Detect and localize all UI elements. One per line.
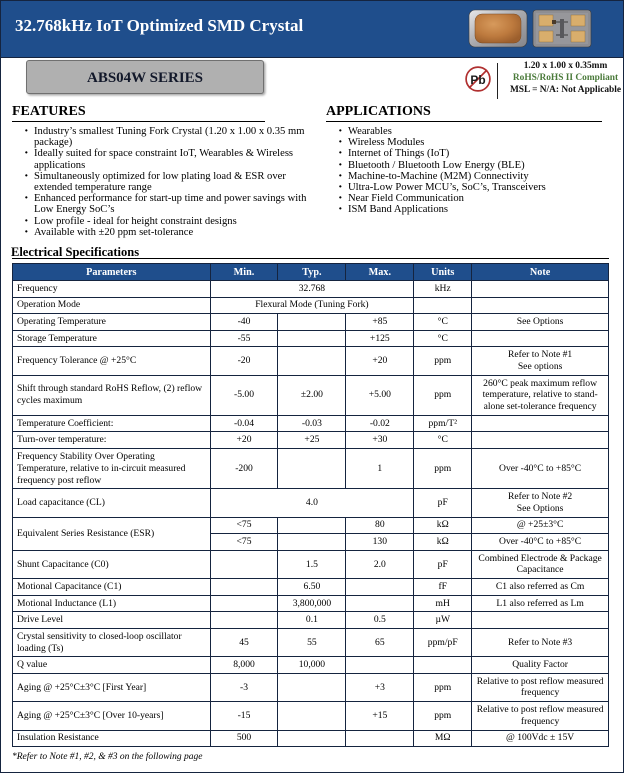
svg-text:Pb: Pb [470,73,485,87]
